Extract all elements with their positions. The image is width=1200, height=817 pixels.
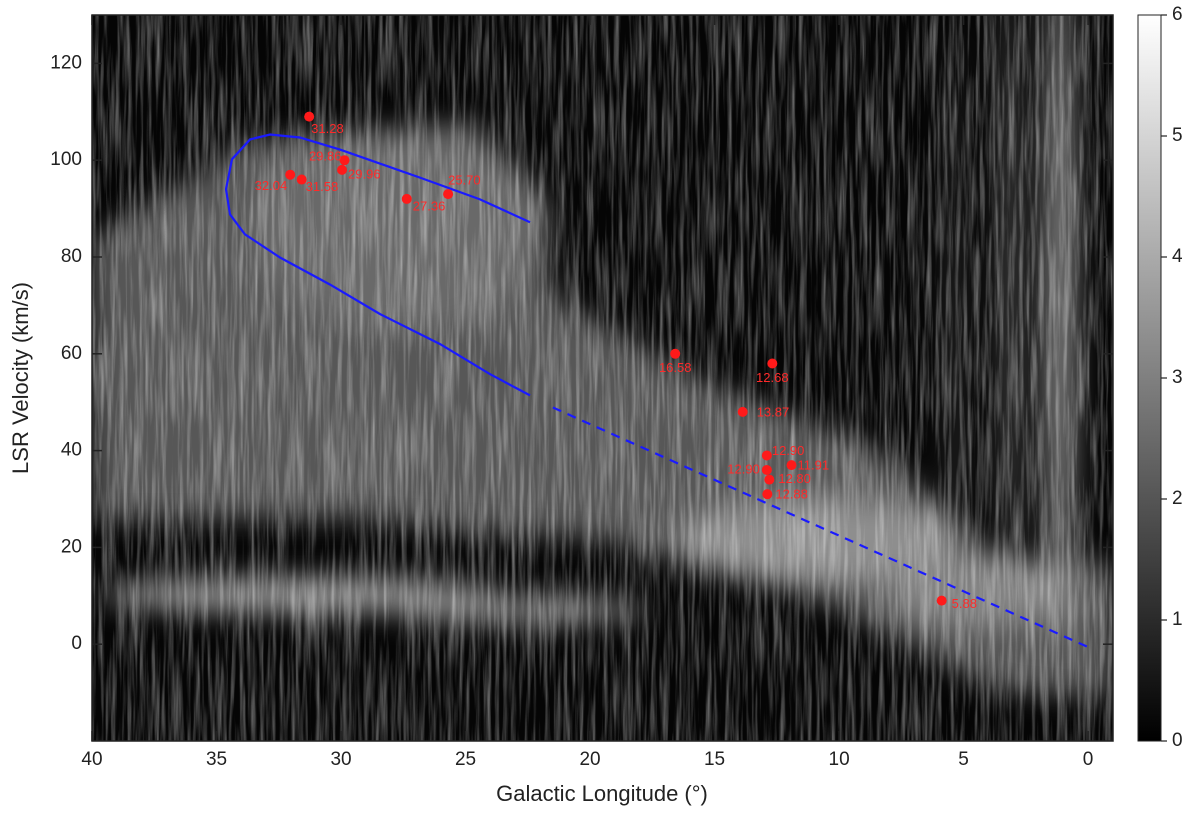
point-label: 31.58 [306,179,339,194]
x-tick-label: 10 [829,749,850,770]
point [761,464,772,475]
colorbar-tick-label: 4 [1172,246,1183,267]
model-curve [552,406,1089,649]
y-axis-title: LSR Velocity (km/s) [8,282,33,474]
x-axis-title: Galactic Longitude (°) [496,781,708,806]
colorbar-tick-label: 1 [1172,609,1183,630]
point [339,155,350,166]
emission-image [92,15,1113,741]
model-curve [224,133,531,397]
colorbar-tick-label: 3 [1172,367,1183,388]
point [764,474,775,485]
colorbar-tick-label: 5 [1172,125,1183,146]
point-label: 11.91 [798,458,830,473]
point [304,111,315,122]
x-tick-label: 0 [1083,749,1094,770]
colorbar-tick-label: 0 [1172,730,1183,751]
point-label: 12.90 [727,461,760,476]
x-tick-label: 40 [81,749,102,770]
x-tick-label: 30 [330,749,351,770]
point-label: 27.36 [413,198,446,213]
point [443,189,454,200]
y-tick-label: 80 [61,246,82,267]
y-tick-label: 0 [71,633,82,654]
point [762,489,773,500]
point-label: 16.58 [659,360,692,375]
x-tick-label: 5 [958,749,969,770]
point-label: 29.86 [309,149,342,164]
y-tick-label: 120 [50,52,82,73]
y-tick-label: 20 [61,536,82,557]
y-tick-label: 40 [61,440,82,461]
point [337,164,348,175]
point [670,348,681,359]
y-tick-label: 60 [61,343,82,364]
point-label: 12.88 [775,487,808,502]
point-label: 5.88 [952,596,977,611]
x-tick-label: 25 [455,749,476,770]
colorbar-tick-label: 6 [1172,4,1183,25]
x-tick-label: 20 [579,749,600,770]
point-label: 31.28 [311,121,344,136]
point [737,406,748,417]
point [296,174,307,185]
plot-frame [91,14,1114,742]
point-label: 13.87 [757,404,790,419]
point-label: 32.04 [255,178,288,193]
point-label: 25.70 [448,173,481,188]
colorbar-tick-label: 2 [1172,488,1183,509]
point [761,450,772,461]
x-tick-label: 35 [206,749,227,770]
point-label: 12.90 [772,443,805,458]
point-label: 29.96 [348,166,381,181]
y-tick-label: 100 [50,149,82,170]
point [285,169,296,180]
point [767,358,778,369]
point [786,460,797,471]
point [401,193,412,204]
point [936,595,947,606]
colorbar [1137,14,1162,742]
point-label: 12.80 [778,471,811,486]
x-tick-label: 15 [704,749,725,770]
point-label: 12.68 [756,370,789,385]
